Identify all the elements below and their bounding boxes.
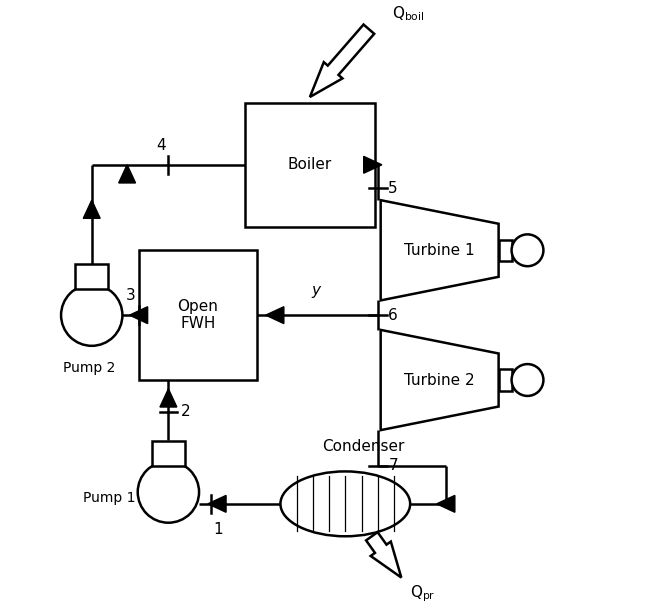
Text: Q$_{\mathregular{pr}}$: Q$_{\mathregular{pr}}$ [410, 584, 436, 604]
Polygon shape [437, 496, 455, 512]
Text: 5: 5 [388, 181, 398, 196]
Text: Open
FWH: Open FWH [177, 299, 218, 331]
Text: 2: 2 [181, 404, 191, 419]
Text: 1: 1 [214, 522, 223, 536]
Text: Boiler: Boiler [287, 157, 332, 172]
Bar [139, 251, 257, 380]
Polygon shape [381, 200, 499, 301]
Polygon shape [160, 389, 177, 407]
Text: Pump 2: Pump 2 [63, 360, 115, 375]
Text: 6: 6 [388, 308, 398, 323]
Polygon shape [265, 307, 284, 324]
Bar [499, 370, 512, 390]
Bar [75, 265, 108, 289]
Polygon shape [381, 330, 499, 430]
Text: 7: 7 [388, 458, 398, 473]
Polygon shape [119, 165, 135, 183]
Text: Condenser: Condenser [321, 439, 404, 454]
Circle shape [137, 461, 199, 523]
Bar [245, 103, 375, 227]
Text: Turbine 1: Turbine 1 [404, 243, 475, 258]
Circle shape [512, 364, 544, 396]
Text: Pump 1: Pump 1 [83, 491, 136, 505]
Text: $y$: $y$ [311, 284, 323, 301]
Polygon shape [83, 200, 100, 218]
Bar [499, 240, 512, 261]
Polygon shape [208, 496, 226, 512]
Circle shape [512, 235, 544, 266]
Text: Q$_{\mathregular{boil}}$: Q$_{\mathregular{boil}}$ [392, 4, 425, 23]
Text: Turbine 2: Turbine 2 [404, 373, 475, 387]
Bar [152, 441, 185, 466]
Polygon shape [129, 307, 147, 324]
Polygon shape [366, 532, 402, 577]
Circle shape [61, 285, 123, 346]
Text: 3: 3 [126, 288, 136, 303]
Text: 4: 4 [156, 138, 165, 153]
Polygon shape [364, 156, 382, 173]
Polygon shape [310, 24, 374, 97]
Ellipse shape [280, 472, 410, 536]
